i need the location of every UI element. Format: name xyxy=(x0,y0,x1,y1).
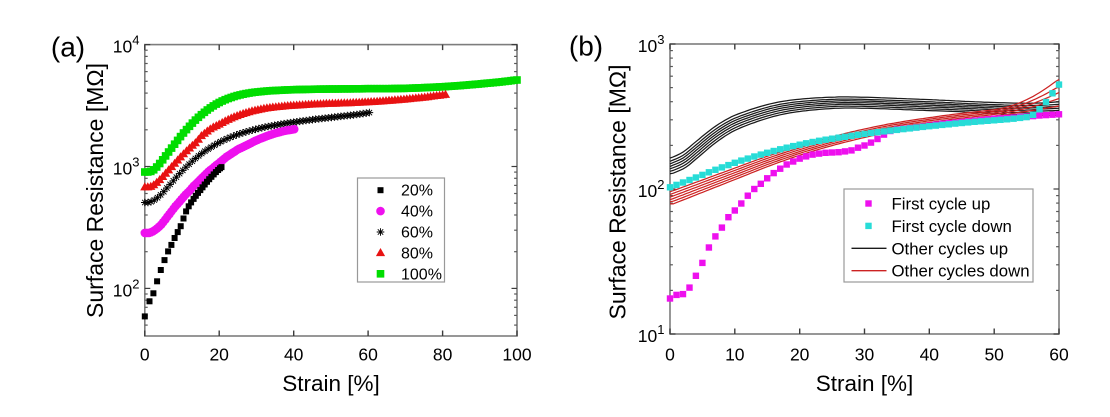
svg-text:10: 10 xyxy=(725,345,745,365)
svg-text:20: 20 xyxy=(209,345,229,365)
svg-text:102: 102 xyxy=(638,177,665,201)
svg-text:103: 103 xyxy=(113,155,140,179)
svg-text:100%: 100% xyxy=(401,266,442,283)
svg-text:0: 0 xyxy=(140,345,150,365)
svg-text:102: 102 xyxy=(113,276,140,300)
svg-text:104: 104 xyxy=(113,33,140,57)
svg-text:Other cycles up: Other cycles up xyxy=(892,239,1009,258)
svg-text:103: 103 xyxy=(638,32,665,56)
svg-text:Strain [%]: Strain [%] xyxy=(816,371,914,396)
svg-text:First cycle up: First cycle up xyxy=(892,195,991,214)
svg-text:40: 40 xyxy=(284,345,304,365)
svg-text:0: 0 xyxy=(665,345,675,365)
svg-text:101: 101 xyxy=(638,322,665,346)
svg-text:Surface Resistance [MΩ]: Surface Resistance [MΩ] xyxy=(605,65,631,320)
svg-text:40: 40 xyxy=(920,345,940,365)
svg-text:30: 30 xyxy=(855,345,875,365)
svg-text:40%: 40% xyxy=(401,204,433,221)
svg-text:50: 50 xyxy=(984,345,1004,365)
svg-text:60: 60 xyxy=(358,345,378,365)
svg-text:100: 100 xyxy=(502,345,531,365)
svg-text:60%: 60% xyxy=(401,225,433,242)
svg-text:Strain [%]: Strain [%] xyxy=(282,371,380,396)
svg-text:Surface Resistance [MΩ]: Surface Resistance [MΩ] xyxy=(82,63,108,318)
svg-text:(b): (b) xyxy=(569,31,603,62)
svg-text:20: 20 xyxy=(790,345,810,365)
svg-text:80%: 80% xyxy=(401,245,433,262)
svg-text:First cycle down: First cycle down xyxy=(892,217,1012,236)
svg-text:20%: 20% xyxy=(401,183,433,200)
svg-text:Other cycles down: Other cycles down xyxy=(892,262,1030,281)
svg-text:80: 80 xyxy=(433,345,453,365)
svg-text:(a): (a) xyxy=(51,32,85,63)
svg-text:60: 60 xyxy=(1049,345,1069,365)
